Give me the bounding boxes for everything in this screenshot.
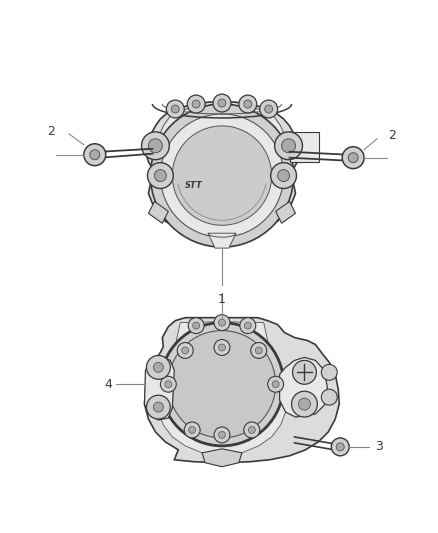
Circle shape [219, 319, 226, 326]
Circle shape [255, 347, 262, 354]
Polygon shape [145, 102, 300, 234]
Circle shape [298, 398, 311, 410]
Circle shape [240, 318, 256, 334]
Circle shape [193, 322, 200, 329]
Circle shape [189, 426, 196, 433]
Circle shape [192, 100, 200, 108]
Circle shape [348, 153, 358, 163]
Polygon shape [157, 321, 286, 455]
Circle shape [292, 391, 318, 417]
Circle shape [244, 322, 251, 329]
Circle shape [166, 100, 184, 118]
Polygon shape [290, 132, 319, 161]
Circle shape [265, 105, 273, 113]
Circle shape [188, 318, 204, 334]
Polygon shape [279, 358, 327, 417]
Circle shape [153, 402, 163, 412]
Circle shape [282, 139, 296, 153]
Text: 1: 1 [218, 293, 226, 306]
Text: STT: STT [185, 181, 203, 190]
Polygon shape [208, 233, 236, 248]
Circle shape [146, 395, 170, 419]
Circle shape [336, 443, 344, 451]
Circle shape [160, 114, 283, 237]
Text: 2: 2 [47, 125, 55, 139]
Circle shape [218, 99, 226, 107]
Circle shape [160, 322, 283, 446]
Circle shape [182, 347, 189, 354]
Circle shape [251, 343, 267, 358]
Circle shape [219, 431, 226, 439]
Circle shape [172, 126, 272, 225]
Polygon shape [202, 449, 242, 467]
Circle shape [168, 330, 276, 438]
Circle shape [260, 100, 278, 118]
Circle shape [214, 314, 230, 330]
Polygon shape [145, 318, 339, 463]
Circle shape [150, 104, 293, 247]
Circle shape [160, 376, 176, 392]
Circle shape [213, 94, 231, 112]
Circle shape [146, 356, 170, 379]
Circle shape [248, 426, 255, 433]
Circle shape [177, 343, 193, 358]
Polygon shape [276, 201, 296, 223]
Polygon shape [157, 106, 286, 228]
Circle shape [342, 147, 364, 168]
Circle shape [293, 360, 316, 384]
Circle shape [321, 389, 337, 405]
Circle shape [214, 340, 230, 356]
Polygon shape [148, 201, 168, 223]
Circle shape [90, 150, 100, 160]
Circle shape [278, 169, 290, 182]
Circle shape [275, 132, 303, 160]
Circle shape [331, 438, 349, 456]
Circle shape [184, 422, 200, 438]
Circle shape [214, 427, 230, 443]
Circle shape [165, 381, 172, 387]
Circle shape [187, 95, 205, 113]
Circle shape [321, 365, 337, 380]
Circle shape [148, 139, 162, 153]
Circle shape [148, 163, 173, 189]
Circle shape [239, 95, 257, 113]
Circle shape [155, 169, 166, 182]
Circle shape [272, 381, 279, 387]
Circle shape [244, 422, 260, 438]
Circle shape [271, 163, 297, 189]
Circle shape [219, 344, 226, 351]
Text: 2: 2 [388, 130, 396, 142]
Circle shape [141, 132, 170, 160]
Circle shape [244, 100, 252, 108]
Polygon shape [145, 357, 174, 420]
Text: 4: 4 [105, 378, 113, 391]
Text: 3: 3 [375, 440, 383, 454]
Circle shape [84, 144, 106, 166]
Circle shape [153, 362, 163, 373]
Circle shape [268, 376, 283, 392]
Circle shape [171, 105, 179, 113]
